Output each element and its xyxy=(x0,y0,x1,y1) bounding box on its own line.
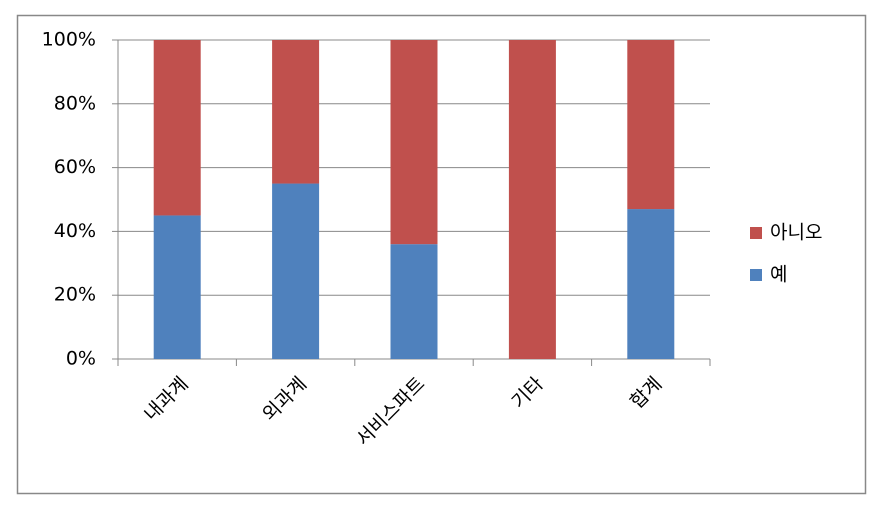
bar-segment xyxy=(627,40,675,210)
legend-swatch xyxy=(750,227,762,239)
chart-border xyxy=(16,14,867,495)
bar-segment xyxy=(272,40,320,184)
y-tick-label: 40% xyxy=(54,220,96,242)
bar-segment xyxy=(508,40,556,359)
legend-label: 아니오 xyxy=(770,222,822,244)
bar-segment xyxy=(390,40,438,245)
bar-segment xyxy=(153,215,201,359)
y-tick-label: 100% xyxy=(42,29,96,51)
y-tick-label: 20% xyxy=(54,284,96,306)
bar-segment xyxy=(390,244,438,359)
legend-swatch xyxy=(750,269,762,281)
y-tick-label: 80% xyxy=(54,92,96,114)
y-tick-label: 0% xyxy=(66,348,96,370)
bar-segment xyxy=(272,183,320,359)
legend-label: 예 xyxy=(770,264,787,286)
bar-segment xyxy=(153,40,201,216)
bar-segment xyxy=(627,209,675,359)
y-tick-label: 60% xyxy=(54,156,96,178)
